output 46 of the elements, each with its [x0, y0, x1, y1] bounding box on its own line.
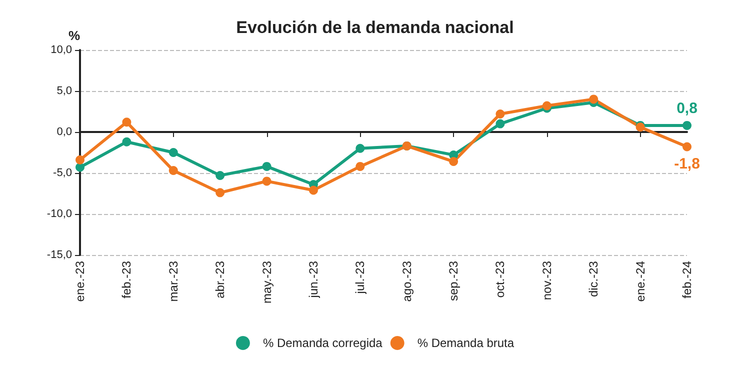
x-tick-label: abr.-23: [213, 260, 228, 298]
chart-title: Evolución de la demanda nacional: [236, 18, 514, 37]
x-tick-label: may.-23: [260, 260, 274, 304]
x-tick-label: ene.-23: [73, 260, 87, 302]
x-tick-label: nov.-23: [540, 260, 554, 300]
y-tick-label: -15,0: [46, 249, 72, 261]
point: [262, 162, 272, 171]
point: [216, 170, 225, 180]
legend-label: % Demanda bruta: [417, 336, 514, 350]
x-tick-label: ene.-24: [633, 260, 648, 302]
point: [356, 144, 365, 153]
point: [168, 166, 178, 176]
point: [122, 137, 132, 146]
x-tick-label: feb.-24: [680, 260, 694, 298]
point: [682, 142, 692, 152]
point: [589, 94, 598, 104]
y-tick-label: -10,0: [46, 208, 72, 220]
point: [356, 162, 365, 171]
point: [76, 162, 84, 172]
x-tick-label: ago.-23: [400, 260, 414, 302]
point: [262, 176, 272, 186]
x-tick-label: feb.-23: [120, 260, 134, 298]
point: [76, 155, 84, 164]
x-tick-label: oct.-23: [493, 260, 508, 298]
point: [122, 118, 132, 127]
y-tick-label: 0,0: [56, 126, 72, 138]
point: [449, 157, 458, 166]
point: [496, 119, 505, 128]
x-tick-label: jun.-23: [306, 260, 320, 299]
point: [308, 186, 318, 195]
x-tick-label: dic.-23: [586, 260, 601, 298]
y-tick-label: 5,0: [56, 85, 72, 97]
x-tick-label: jul.-23: [353, 260, 368, 295]
point: [542, 101, 552, 110]
point: [168, 148, 178, 157]
data-label: -1,8: [674, 155, 700, 172]
point: [496, 109, 505, 118]
x-tick-label: mar.-23: [166, 260, 180, 302]
point: [216, 188, 225, 198]
legend-label: % Demanda corregida: [262, 336, 383, 350]
point: [682, 120, 692, 130]
y-tick-label: 10,0: [50, 44, 72, 56]
data-label: 0,8: [676, 100, 698, 117]
y-tick-label: -5,0: [53, 167, 72, 179]
y-axis-title: %: [68, 28, 80, 43]
x-tick-label: sep.-23: [446, 260, 461, 302]
